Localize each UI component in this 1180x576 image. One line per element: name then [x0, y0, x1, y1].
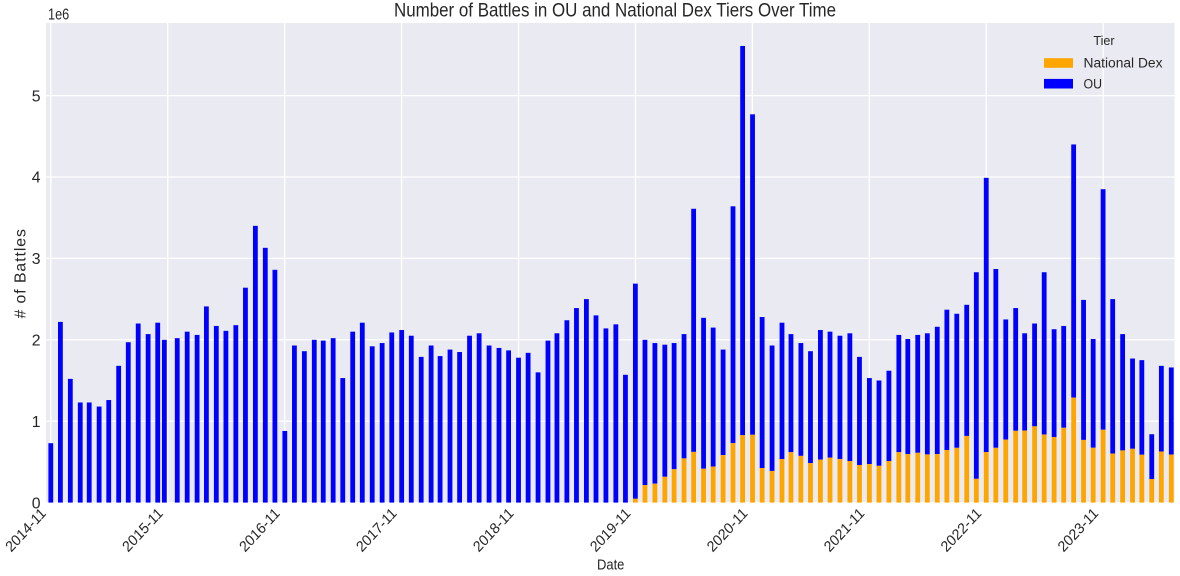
svg-text:2: 2	[32, 333, 41, 350]
svg-text:OU: OU	[1084, 76, 1103, 91]
svg-text:0: 0	[32, 495, 41, 512]
svg-text:Number of Battles in OU and Na: Number of Battles in OU and National Dex…	[394, 0, 836, 22]
svg-text:Tier: Tier	[1093, 34, 1114, 48]
svg-text:National Dex: National Dex	[1084, 56, 1163, 71]
svg-text:1e6: 1e6	[48, 7, 69, 24]
svg-text:1: 1	[32, 414, 41, 431]
svg-text:3: 3	[32, 251, 41, 268]
svg-text:5: 5	[32, 88, 41, 105]
svg-text:Date: Date	[597, 557, 624, 573]
svg-text:4: 4	[32, 170, 41, 187]
svg-text:# of Battles: # of Battles	[13, 229, 30, 319]
